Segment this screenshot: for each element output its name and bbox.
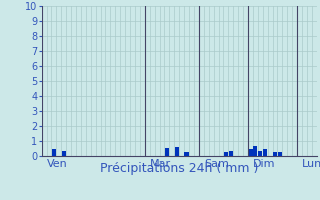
Text: Ven: Ven	[46, 159, 67, 169]
Bar	[224, 152, 228, 156]
Bar	[185, 152, 189, 156]
Bar	[263, 149, 267, 156]
Bar	[273, 152, 277, 156]
Bar	[175, 147, 179, 156]
Text: Sam: Sam	[204, 159, 229, 169]
Text: Mar: Mar	[150, 159, 171, 169]
Bar	[258, 151, 262, 156]
Bar	[253, 146, 258, 156]
Text: Lun: Lun	[302, 159, 320, 169]
Bar	[52, 149, 56, 156]
Bar	[165, 148, 169, 156]
X-axis label: Précipitations 24h ( mm ): Précipitations 24h ( mm )	[100, 162, 258, 175]
Bar	[248, 148, 252, 156]
Text: Dim: Dim	[253, 159, 276, 169]
Bar	[62, 151, 66, 156]
Bar	[278, 152, 282, 156]
Bar	[229, 151, 233, 156]
